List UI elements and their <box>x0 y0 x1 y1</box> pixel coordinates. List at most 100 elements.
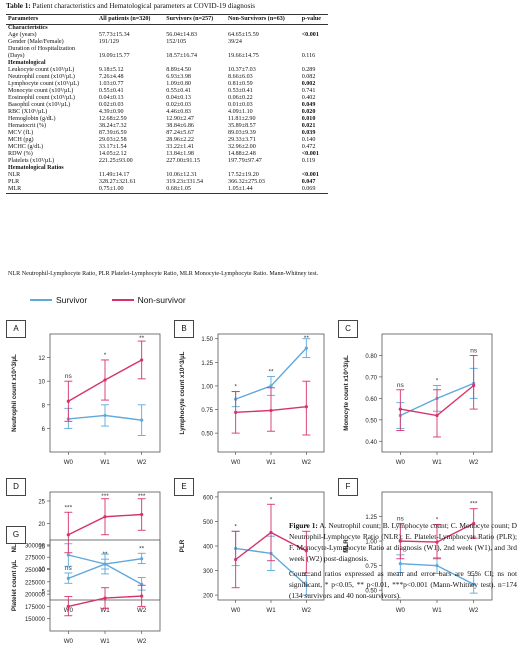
table-cell: 14.05±2.12 <box>98 151 127 157</box>
table-cell <box>164 46 226 53</box>
significance-label: ** <box>268 368 274 375</box>
table-cell: 10.06±12.31 <box>166 172 198 178</box>
data-point <box>140 358 144 362</box>
y-tick-label: 200 <box>203 594 214 600</box>
y-tick-label: 0.75 <box>365 564 377 570</box>
table-cell: 33.22±1.41 <box>166 144 194 150</box>
y-tick-label: 275000 <box>25 556 46 562</box>
table-cell <box>97 60 164 67</box>
significance-label: ** <box>139 335 145 342</box>
table-cell: Lymphocyte count (x10³/µL) <box>8 81 80 87</box>
y-tick-label: 0.40 <box>365 440 377 446</box>
table-row: MCHC (g/dL) 33.17±1.54 33.22±1.41 32.96±2.0… <box>6 144 328 151</box>
y-axis-label: Monocyte count x10^3/µL <box>343 355 350 431</box>
data-point <box>140 594 144 598</box>
table-row: Basophil count (x10³/µL) 0.02±0.03 0.02±0.… <box>6 102 328 109</box>
y-tick-label: 400 <box>203 545 214 551</box>
table-cell: 14.88±2.48 <box>228 151 256 157</box>
y-tick-label: 200000 <box>25 593 46 599</box>
table-row: Hematocrit (%) 38.24±7.32 38.84±6.86 35.89±… <box>6 123 328 130</box>
chart-legend: Survivor Non-survivor <box>30 294 186 305</box>
panel-letter-f: F <box>338 478 358 496</box>
table-cell: 0.472 <box>301 144 316 150</box>
patient-table: Parameters All patients (n=320) Survivors … <box>6 14 328 194</box>
table-cell: 4.09±1.10 <box>228 109 253 115</box>
table-cell: 11.49±14.17 <box>98 172 130 178</box>
table-row: Neutrophil count (x10³/µL) 7.26±4.48 6.93±… <box>6 74 328 81</box>
table-cell: Age (years) <box>8 32 37 38</box>
data-point <box>140 418 144 422</box>
table-cell: 28.96±2.22 <box>166 137 194 143</box>
table-note: NLR Neutrophil-Lymphocyte Ratio, PLR Pla… <box>8 271 319 277</box>
x-tick-label: W2 <box>469 459 479 466</box>
y-tick-label: 0.50 <box>365 418 377 424</box>
table-section-row: Hematological Ratios <box>6 165 328 172</box>
table-cell <box>164 60 226 67</box>
legend-line-nonsurvivor <box>111 298 134 301</box>
table-cell: 0.01±0.03 <box>228 102 253 108</box>
table-cell: 0.002 <box>301 81 316 87</box>
data-point <box>398 539 402 543</box>
y-tick-label: 0.50 <box>365 589 377 595</box>
significance-label: ns <box>65 565 73 572</box>
table-cell: 0.069 <box>299 186 328 194</box>
table-cell: 0.04±0.13 <box>166 95 191 101</box>
x-tick-label: W1 <box>100 607 110 614</box>
y-tick-label: 150000 <box>25 617 46 623</box>
significance-label: ** <box>102 551 108 558</box>
significance-label: * <box>436 516 439 523</box>
data-point <box>435 564 439 568</box>
table-cell: 0.140 <box>301 137 316 143</box>
table-cell: 227.00±91.15 <box>166 158 201 164</box>
table-section-row: Characteristics <box>6 25 328 33</box>
table-cell: 7.26±4.48 <box>98 74 124 80</box>
table-cell: Hematological Ratios <box>8 165 64 171</box>
panel-letter-a: A <box>6 320 26 338</box>
table-cell: 56.04±14.83 <box>166 32 198 38</box>
table-cell: 19.09±15.77 <box>98 53 130 59</box>
table-cell: Platelets (x10³/µL) <box>8 158 55 164</box>
y-tick-label: 10 <box>38 567 45 573</box>
chart-svg-b: 0.50 0.75 1.00 1.25 1.50 W0 W1 W2 Lymphocyte cou… <box>179 333 325 466</box>
table-cell: 0.75±1.00 <box>96 186 165 194</box>
table-cell: 13.84±1.98 <box>166 151 194 157</box>
panel-letter-e: E <box>174 478 194 496</box>
x-tick-label: W2 <box>302 607 312 614</box>
y-tick-label: 225000 <box>25 580 46 586</box>
table-row: Eosinophil count (x10³/µL) 0.04±0.13 0.04±… <box>6 95 328 102</box>
significance-label: ns <box>65 373 73 380</box>
y-axis-label: NLR <box>11 539 18 552</box>
data-point <box>140 512 144 517</box>
table-cell: Hemoglobin (g/dL) <box>8 116 56 122</box>
data-point <box>304 583 308 587</box>
y-axis-label: Lymphocyte count x10^3/µL <box>179 351 186 434</box>
data-point <box>398 562 402 566</box>
table-cell <box>300 46 328 53</box>
table-cell: Hematocrit (%) <box>8 123 47 129</box>
y-tick-label: 500 <box>203 520 214 526</box>
table-cell <box>300 165 328 172</box>
table-cell <box>97 46 164 53</box>
table-cell <box>226 25 300 33</box>
data-point <box>103 378 107 382</box>
table-cell: 1.09±0.80 <box>166 81 191 87</box>
significance-label: * <box>270 496 273 503</box>
table-cell: NLR <box>8 172 21 178</box>
table-cell: 19.66±14.75 <box>228 53 259 59</box>
table-row: Leukocyte count (x10³/µL) 9.18±5.12 8.89±4… <box>6 67 328 74</box>
table-cell: 64.65±15.59 <box>228 32 259 38</box>
table-cell: 366.32±275.03 <box>228 179 265 185</box>
table-cell: 38.84±6.86 <box>166 123 194 129</box>
legend-label-survivor: Survivor <box>56 294 88 305</box>
x-tick-label: W0 <box>396 607 406 614</box>
table-header-cell: Survivors (n=257) <box>164 14 227 25</box>
table-cell <box>300 39 328 46</box>
table-cell: 0.020 <box>301 109 316 115</box>
table-cell: Neutrophil count (x10³/µL) <box>8 74 75 80</box>
panel-letter-g: G <box>6 526 26 544</box>
data-point <box>103 515 107 519</box>
y-tick-label: 1.50 <box>201 337 213 343</box>
y-tick-label: 10 <box>38 380 45 386</box>
table-cell: 0.04±0.13 <box>98 95 124 101</box>
